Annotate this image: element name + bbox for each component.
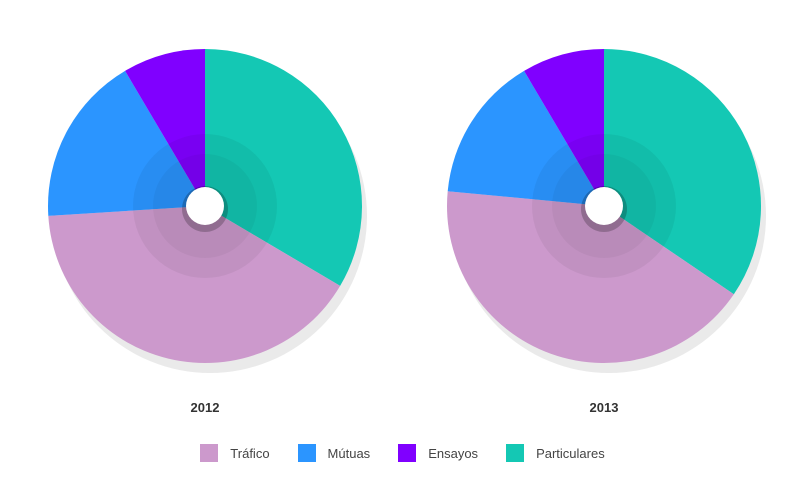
legend-item-trafico[interactable]: Tráfico <box>200 444 270 462</box>
legend-swatch-trafico <box>200 444 219 462</box>
legend-item-mutuas[interactable]: Mútuas <box>297 444 371 462</box>
pie-slice-particulares[interactable] <box>604 49 761 295</box>
pie-slice-trafico[interactable] <box>447 191 734 364</box>
legend-label-ensayos: Ensayos <box>428 445 479 461</box>
legend-swatch-ensayos <box>398 444 417 462</box>
legend: Tráfico Mútuas Ensayos Particulares <box>0 444 805 462</box>
legend-swatch-mutuas <box>297 444 316 462</box>
legend-item-ensayos[interactable]: Ensayos <box>398 444 478 462</box>
legend-label-particulares: Particulares <box>536 445 605 461</box>
pie-hole <box>186 187 224 225</box>
pie-title-2012: 2012 <box>191 400 220 415</box>
pie-slice-mutuas[interactable] <box>447 70 604 207</box>
pie-slice-particulares[interactable] <box>205 49 362 286</box>
pie-2012: 2012 <box>47 49 367 415</box>
legend-label-trafico: Tráfico <box>230 445 270 461</box>
pie-2013: 2013 <box>447 49 766 415</box>
pie-charts-svg: 2012 2013 <box>47 49 766 415</box>
pie-slice-ensayos[interactable] <box>524 49 604 206</box>
pie-hole <box>585 187 623 225</box>
pie-title-2013: 2013 <box>590 400 619 415</box>
pie-slice-trafico[interactable] <box>48 206 341 364</box>
legend-label-mutuas: Mútuas <box>327 445 371 461</box>
pie-slice-ensayos[interactable] <box>125 49 205 206</box>
legend-item-particulares[interactable]: Particulares <box>506 444 605 462</box>
pie-slice-mutuas[interactable] <box>47 70 205 216</box>
legend-swatch-particulares <box>506 444 525 462</box>
